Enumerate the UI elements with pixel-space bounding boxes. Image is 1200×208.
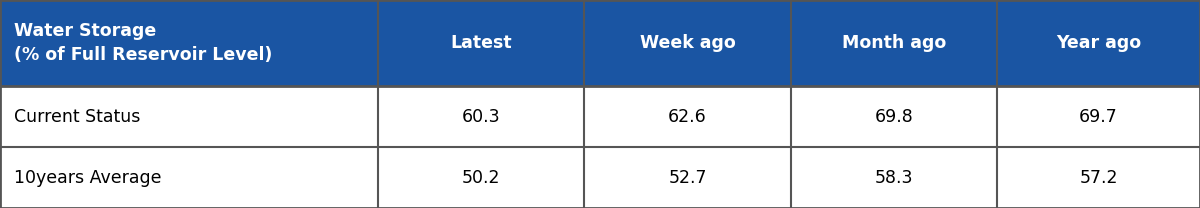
Text: Latest: Latest [450, 34, 512, 52]
Text: 60.3: 60.3 [462, 108, 500, 126]
Text: 57.2: 57.2 [1079, 168, 1118, 187]
Text: Month ago: Month ago [842, 34, 946, 52]
Bar [0, 0, 378, 86]
Bar [584, 0, 791, 86]
Bar [997, 0, 1200, 86]
Text: 50.2: 50.2 [462, 168, 500, 187]
Bar [0, 147, 1200, 208]
Text: Year ago: Year ago [1056, 34, 1141, 52]
Text: 10years Average: 10years Average [14, 168, 162, 187]
Bar [791, 0, 997, 86]
Text: 58.3: 58.3 [875, 168, 913, 187]
Text: 62.6: 62.6 [668, 108, 707, 126]
Text: Current Status: Current Status [14, 108, 140, 126]
Bar [0, 86, 1200, 147]
Text: 69.7: 69.7 [1079, 108, 1118, 126]
Text: 69.8: 69.8 [875, 108, 913, 126]
Text: Week ago: Week ago [640, 34, 736, 52]
Bar [378, 0, 584, 86]
Text: Water Storage
(% of Full Reservoir Level): Water Storage (% of Full Reservoir Level… [14, 22, 272, 64]
Text: 52.7: 52.7 [668, 168, 707, 187]
